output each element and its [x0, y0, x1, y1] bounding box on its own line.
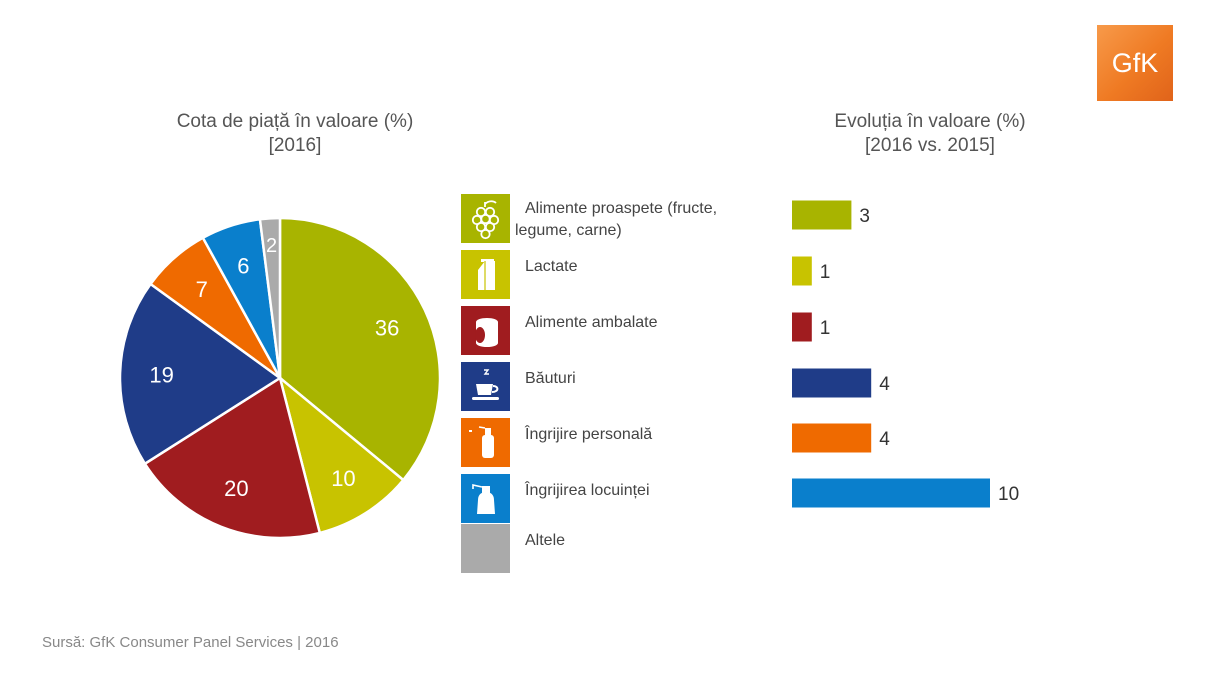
pie-title-line: Cota de piață în valoare (%) [176, 111, 414, 132]
source-note: Sursă: GfK Consumer Panel Services | 201… [42, 634, 339, 651]
pie-slice-label: 36 [375, 316, 399, 341]
pie-slice-label: 19 [149, 362, 173, 387]
legend-item: Lactate [461, 250, 791, 300]
bar-value-label: 4 [879, 374, 890, 395]
pie-slice [278, 216, 442, 482]
legend-swatch [461, 474, 510, 523]
pie-slice [118, 282, 283, 466]
pie-subtitle-line: [2016] [268, 135, 322, 156]
legend-item: Altele [461, 524, 791, 574]
bar-value-label: 1 [820, 318, 831, 339]
pie-slice-label: 10 [331, 466, 355, 491]
pie-slice-label: 2 [266, 235, 277, 257]
spray-bottle-icon [469, 426, 494, 458]
pie-slice-label: 7 [196, 277, 208, 302]
legend-item: Băuturi [461, 362, 791, 412]
legend-label: Băuturi [525, 370, 576, 387]
bar-chart: 3 1 1 4 4 10 [792, 200, 1019, 508]
bar-value-label: 4 [879, 429, 890, 450]
bar [792, 312, 812, 342]
legend-label: Lactate [525, 258, 578, 275]
legend-item: Alimente ambalate [461, 306, 791, 356]
legend-item: Îngrijirea locuinței [461, 474, 791, 524]
bar-value-label: 1 [820, 262, 831, 283]
bar [792, 200, 852, 230]
bar-subtitle-line: [2016 vs. 2015] [865, 135, 995, 156]
pie-chart-title: Cota de piață în valoare (%) [2016] [120, 110, 470, 158]
legend-swatch [461, 250, 510, 299]
logo-text: GfK [1111, 47, 1159, 78]
legend-label: Alimente proaspete (fructe, legume, carn… [515, 200, 718, 239]
bar [792, 423, 872, 453]
pie-slice [143, 376, 322, 540]
pie-slice-label: 20 [224, 476, 248, 501]
legend-label: Altele [525, 532, 566, 549]
pie-slice-label: 6 [237, 253, 249, 278]
legend-swatch [461, 306, 510, 355]
legend-label: Îngrijirea locuinței [525, 482, 650, 499]
gfk-logo: GfK [1097, 25, 1173, 101]
bar [792, 256, 812, 286]
bar-value-label: 3 [859, 206, 870, 227]
legend-swatch [461, 362, 510, 411]
bar-title-line: Evoluția în valoare (%) [834, 111, 1026, 132]
legend-item: Alimente proaspete (fructe, legume, carn… [461, 194, 791, 244]
milk-carton-icon [478, 259, 495, 290]
legend-swatch [461, 418, 510, 467]
legend-item: Îngrijire personală [461, 418, 791, 468]
legend-label: Alimente ambalate [525, 314, 658, 331]
legend-swatch [461, 194, 510, 243]
canned-food-icon [475, 318, 498, 347]
legend-swatch [461, 524, 510, 573]
bar [792, 478, 990, 508]
pie-slice [258, 216, 282, 379]
bar [792, 368, 872, 398]
cleaning-bottle-icon [472, 484, 495, 514]
legend-label: Îngrijire personală [525, 426, 653, 443]
grapes-icon [471, 200, 500, 240]
coffee-cup-icon [472, 369, 499, 400]
bar-chart-title: Evoluția în valoare (%) [2016 vs. 2015] [780, 110, 1080, 158]
bar-value-label: 10 [998, 484, 1019, 505]
pie-chart: 36 10 20 19 7 62 [118, 216, 442, 540]
